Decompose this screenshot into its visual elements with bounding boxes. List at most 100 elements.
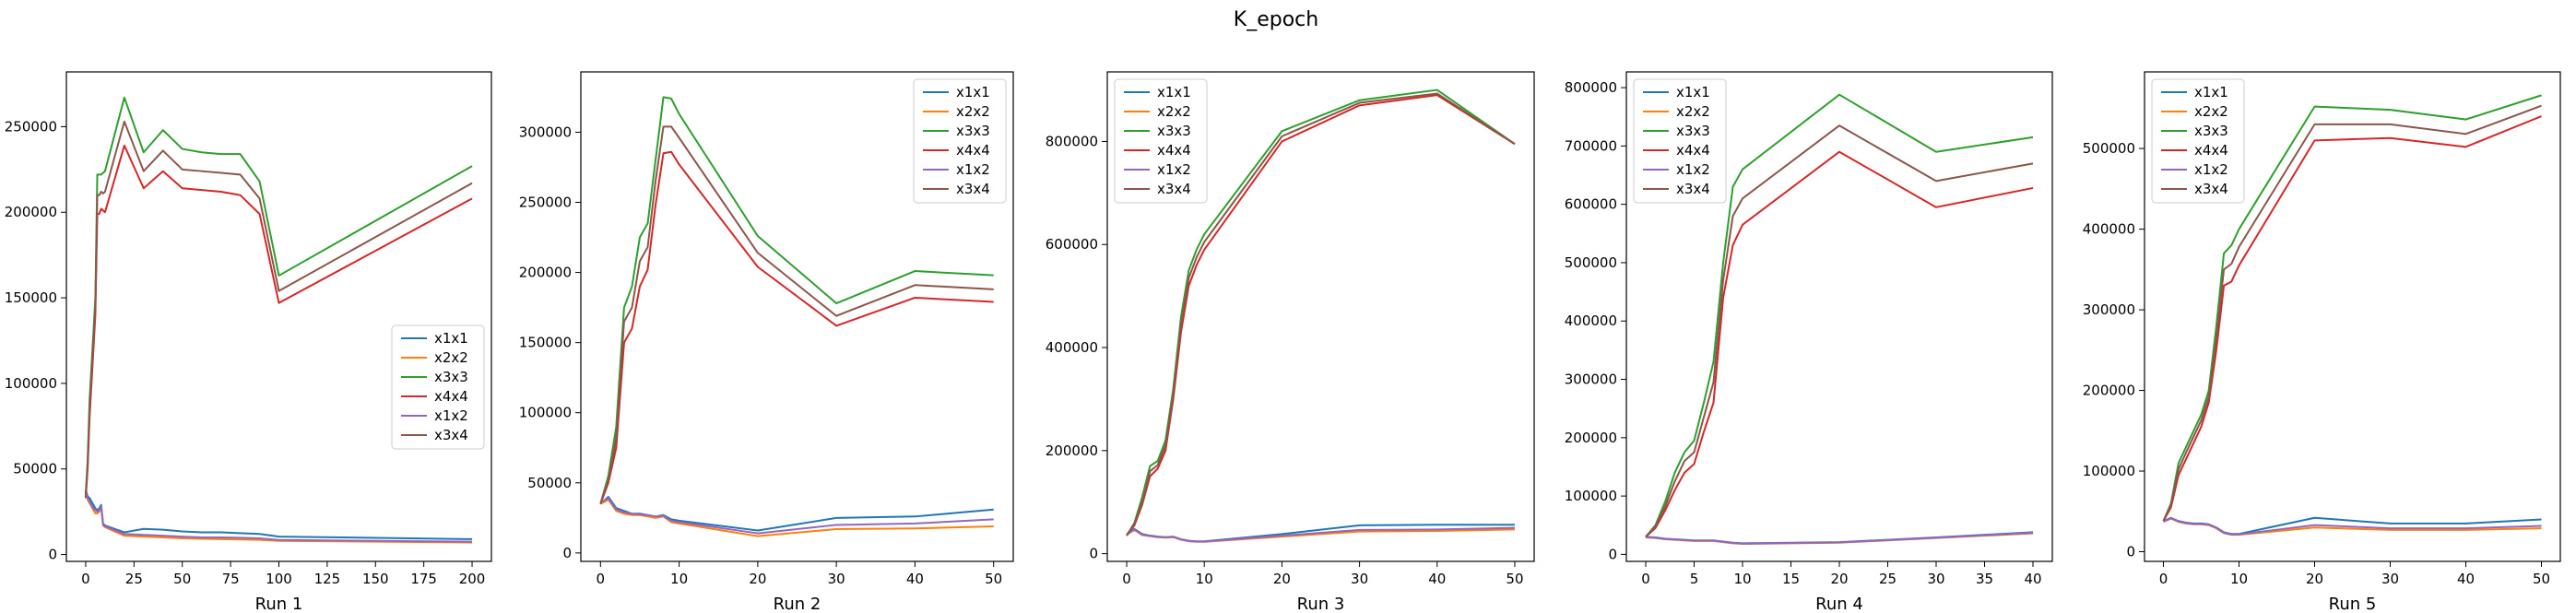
y-tick-label: 300000 [1565,371,1617,388]
x-tick-label: 25 [1879,571,1897,587]
y-tick-label: 100000 [519,405,572,421]
series-line-x3x4 [2162,104,2542,522]
series-line-x3x4 [599,125,994,504]
legend-label-x3x4: x3x4 [1157,181,1191,197]
x-axis-label: Run 1 [255,595,303,613]
legend-label-x1x1: x1x1 [2194,84,2228,100]
legend-label-x1x2: x1x2 [1157,161,1191,178]
x-tick-label: 5 [1690,571,1699,587]
legend-label-x4x4: x4x4 [2194,142,2228,159]
legend-label-x3x3: x3x3 [1676,123,1710,139]
series-line-x2x2 [599,499,994,537]
legend-box [913,78,1007,204]
x-tick-label: 50 [2533,571,2550,587]
y-tick-label: 400000 [1565,312,1617,329]
legend-label-x4x4: x4x4 [434,388,468,405]
x-tick-label: 30 [1351,571,1368,587]
y-tick-label: 150000 [519,335,572,351]
legend-label-x4x4: x4x4 [1676,142,1710,159]
series-line-x1x1 [599,496,994,532]
series-line-x1x2 [1645,531,2034,545]
chart-panel-5: 0 10 20 30 40 50 0 100000 200000 300000 400000 5000… [2083,71,2561,613]
x-axis-label: Run 2 [774,595,821,613]
figure-suptitle: K_epoch [1234,8,1318,31]
legend-label-x3x3: x3x3 [2194,123,2228,139]
legend-box [1633,78,1727,204]
series-line-x3x4 [84,120,473,497]
x-tick-label: 25 [125,571,143,587]
legend-label-x3x4: x3x4 [434,427,468,443]
x-tick-label: 20 [1273,571,1291,587]
x-tick-label: 0 [2159,571,2168,587]
y-tick-label: 50000 [13,461,57,477]
x-tick-label: 50 [173,571,191,587]
y-tick-label: 800000 [1046,133,1098,149]
legend-label-x1x2: x1x2 [956,161,990,178]
x-tick-label: 0 [1122,571,1131,587]
legend: x1x1 x2x2 x3x3 x4x4 x1x2 x3x4 [913,78,1007,204]
axes-frame [65,71,492,562]
y-tick-label: 250000 [5,118,57,135]
legend-label-x1x1: x1x1 [434,330,468,347]
y-tick-label: 400000 [2083,221,2135,238]
y-tick-label: 200000 [5,204,57,220]
legend-label-x1x2: x1x2 [434,407,468,424]
series-line-x1x2 [599,497,994,535]
y-tick-label: 400000 [1046,339,1098,356]
legend-box [1114,78,1208,204]
series-line-x3x4 [1645,124,2034,538]
legend: x1x1 x2x2 x3x3 x4x4 x1x2 x3x4 [1633,78,1727,204]
x-axis-label: Run 5 [2329,595,2377,613]
x-tick-label: 30 [2381,571,2399,587]
x-tick-label: 30 [1927,571,1944,587]
x-tick-label: 40 [906,571,924,587]
x-tick-label: 40 [1428,571,1446,587]
axes-frame [580,71,1014,562]
series-line-x4x4 [599,150,994,504]
legend-label-x1x1: x1x1 [1676,84,1710,100]
y-tick-label: 0 [562,545,572,561]
y-tick-label: 0 [48,547,57,563]
chart-panels: 0 25 50 75 100 125 150 175 200050000100000150000… [5,71,2561,613]
x-tick-label: 10 [1733,571,1751,587]
x-tick-label: 10 [2230,571,2248,587]
y-tick-label: 200000 [1046,442,1098,459]
legend: x1x1 x2x2 x3x3 x4x4 x1x2 x3x4 [2151,78,2245,204]
y-tick-label: 150000 [5,289,57,306]
x-tick-label: 20 [1830,571,1848,587]
series-line-x3x3 [1126,88,1516,536]
y-tick-label: 0 [2126,544,2135,560]
x-tick-label: 35 [1976,571,1993,587]
legend-label-x2x2: x2x2 [1157,103,1191,120]
x-tick-label: 50 [985,571,1002,587]
x-axis-label: Run 4 [1815,595,1863,613]
chart-panel-3: 0 10 20 30 40 50 0 200000 400000 600000 800000 Run … [1046,71,1535,613]
x-tick-label: 200 [459,571,486,587]
chart-panel-4: 0 5 10 15 20 25 30 35 40 0 100000 200000 300000 40000… [1565,71,2053,613]
y-tick-label: 50000 [527,475,572,491]
series-line-x3x3 [2162,94,2542,522]
x-tick-label: 40 [2024,571,2041,587]
y-tick-label: 300000 [519,124,572,140]
x-tick-label: 100 [266,571,292,587]
chart-panel-2: 0 10 20 30 40 50 0 50000 100000 150000 200000 25000… [519,71,1014,613]
legend-label-x1x2: x1x2 [1676,161,1710,178]
y-tick-label: 200000 [519,265,572,281]
x-tick-label: 0 [1641,571,1650,587]
y-tick-label: 0 [1608,546,1617,562]
legend-label-x2x2: x2x2 [1676,103,1710,120]
legend-label-x4x4: x4x4 [956,142,990,159]
series-line-x3x4 [1126,92,1516,536]
x-tick-label: 125 [314,571,341,587]
x-axis-label: Run 3 [1297,595,1345,613]
series-line-x4x4 [1645,150,2034,538]
x-tick-label: 40 [2457,571,2475,587]
y-tick-label: 100000 [5,375,57,392]
legend-label-x1x1: x1x1 [956,84,990,100]
y-tick-label: 600000 [1046,236,1098,253]
axes-frame [2144,71,2561,562]
y-tick-label: 0 [1089,546,1098,562]
axes-frame [1106,71,1535,562]
x-tick-label: 10 [670,571,688,587]
legend-label-x1x1: x1x1 [1157,84,1191,100]
